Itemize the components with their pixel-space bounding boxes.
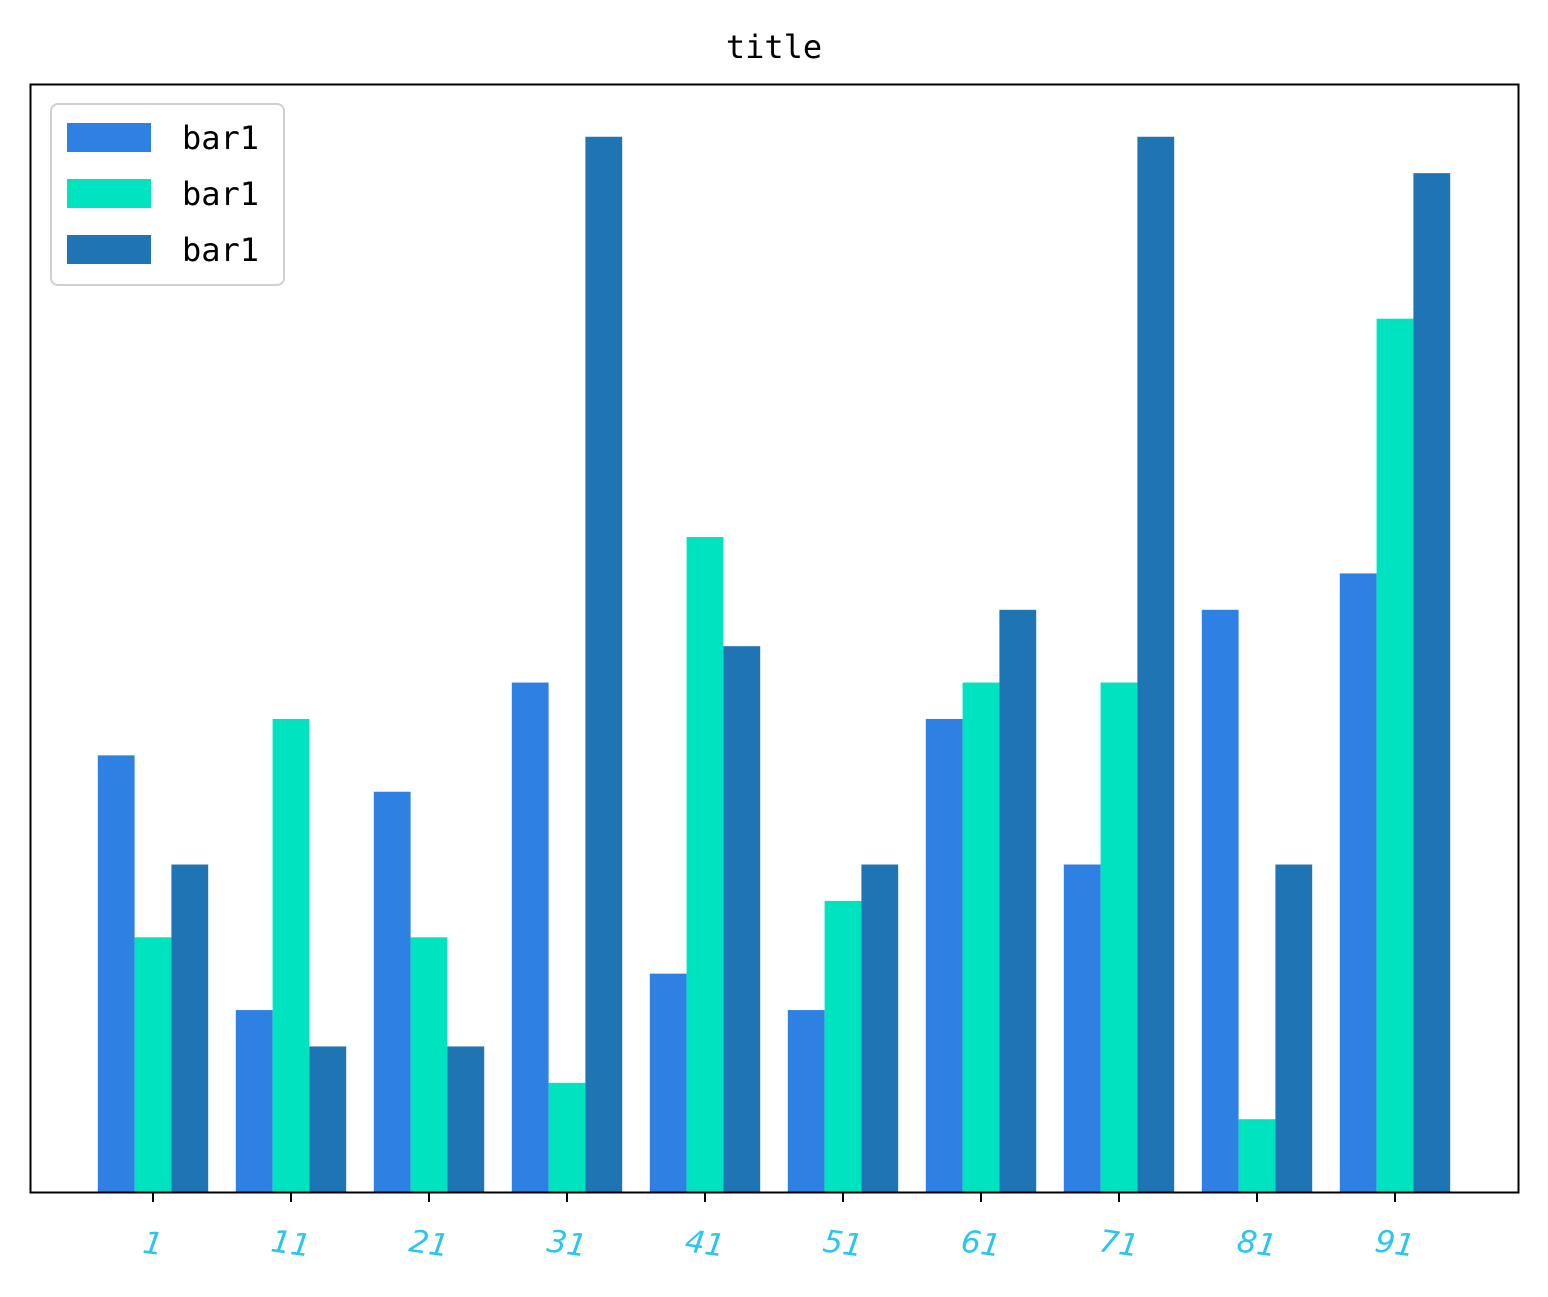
x-tick-label-1: 1 <box>141 1225 166 1263</box>
legend-label-3: bar1 <box>182 231 259 269</box>
bar-series-2-71 <box>1100 682 1138 1192</box>
bar-series-1-71 <box>1063 864 1101 1192</box>
bar-series-2-51 <box>824 900 862 1192</box>
x-tick-label-91: 91 <box>1373 1223 1417 1264</box>
bar-series-2-11 <box>272 718 310 1192</box>
bar-series-3-71 <box>1137 136 1175 1192</box>
legend-label-2: bar1 <box>182 175 259 213</box>
bar-series-2-31 <box>548 1082 586 1192</box>
bar-series-2-41 <box>686 537 724 1192</box>
bar-series-2-91 <box>1376 318 1414 1192</box>
bar-series-1-91 <box>1339 573 1377 1192</box>
x-tick-label-61: 61 <box>959 1223 1003 1264</box>
plot-frame <box>29 83 1520 1194</box>
x-tick-label-21: 21 <box>407 1223 451 1264</box>
x-axis-ticks: 1 11 21 31 41 51 61 71 81 91 <box>141 1192 1417 1265</box>
bar-series-1-81 <box>1201 609 1239 1192</box>
bar-series-3-11 <box>309 1046 347 1192</box>
x-tick-label-11: 11 <box>269 1223 313 1264</box>
bar-series-3-1 <box>171 864 209 1192</box>
x-tick-label-31: 31 <box>545 1223 589 1264</box>
legend-swatch-1 <box>67 123 151 152</box>
bars-layer <box>97 136 1451 1192</box>
bar-series-2-81 <box>1238 1119 1276 1192</box>
x-tick-label-71: 71 <box>1097 1223 1141 1264</box>
bar-series-1-51 <box>787 1010 825 1192</box>
bar-series-2-61 <box>962 682 1000 1192</box>
bar-series-3-41 <box>723 646 761 1192</box>
legend-swatch-2 <box>67 179 151 208</box>
legend-label-1: bar1 <box>182 119 259 157</box>
bar-series-1-31 <box>511 682 549 1192</box>
x-tick-label-41: 41 <box>683 1223 727 1264</box>
x-tick-label-51: 51 <box>821 1223 865 1264</box>
bar-series-2-21 <box>410 937 448 1192</box>
chart-title: title <box>726 28 822 66</box>
bar-series-1-1 <box>97 755 135 1192</box>
bar-series-1-11 <box>235 1010 273 1192</box>
bar-series-3-61 <box>999 609 1037 1192</box>
x-tick-label-81: 81 <box>1235 1223 1279 1264</box>
bar-series-3-51 <box>861 864 899 1192</box>
bar-series-3-81 <box>1275 864 1313 1192</box>
bar-series-3-31 <box>585 136 623 1192</box>
bar-series-1-61 <box>925 718 963 1192</box>
legend: bar1 bar1 bar1 <box>50 103 285 286</box>
bar-series-1-41 <box>649 973 687 1192</box>
bar-series-3-21 <box>447 1046 485 1192</box>
bar-series-1-21 <box>373 791 411 1192</box>
legend-swatch-3 <box>67 235 151 264</box>
bar-series-3-91 <box>1413 173 1451 1192</box>
bar-series-2-1 <box>134 937 172 1192</box>
